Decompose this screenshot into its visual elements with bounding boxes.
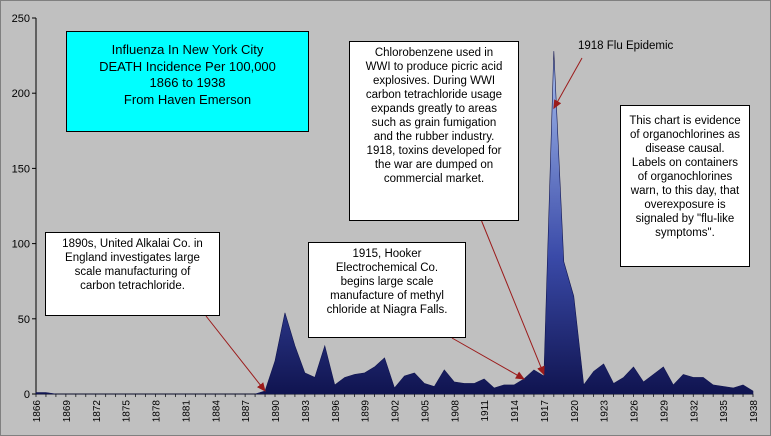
annotation-line: 1918, toxins developed for (366, 145, 502, 157)
annotation-line: Chlorobenzene used in (374, 47, 494, 59)
arrow-1918 (553, 57, 583, 110)
arrow-1915 (451, 337, 525, 380)
label-1918-flu-epidemic: 1918 Flu Epidemic (578, 40, 674, 52)
series-area (35, 51, 754, 395)
annotation-line: commercial market. (383, 173, 485, 185)
y-tick-label: 50 (18, 314, 30, 326)
y-tick-label: 150 (12, 163, 30, 175)
y-axis: 0 50 100 150 200 250 (12, 13, 37, 401)
annotation-line: explosives. During WWI (372, 75, 496, 87)
annotation-chlorobenzene: Chlorobenzene used in WWI to produce pic… (349, 41, 519, 221)
x-tick-label: 1899 (361, 400, 372, 423)
annotation-1915: 1915, Hooker Electrochemical Co. begins … (308, 242, 466, 338)
x-tick-label: 1893 (301, 400, 312, 423)
annotation-line: of organochlorines (637, 171, 733, 183)
x-tick-label: 1929 (659, 400, 670, 423)
annotation-line: chloride at Niagra Falls. (326, 304, 448, 316)
x-tick-label: 1902 (391, 400, 402, 423)
annotation-line: expands greatly to areas (371, 103, 497, 115)
title-line: Influenza In New York City (111, 42, 264, 57)
x-tick-label: 1905 (420, 400, 431, 423)
annotation-line: WWI to produce picric acid (365, 61, 503, 73)
x-tick-label: 1872 (92, 400, 103, 423)
y-tick-label: 100 (12, 239, 30, 251)
annotation-line: Electrochemical Co. (335, 262, 439, 274)
x-tick-label: 1914 (510, 400, 521, 423)
x-tick-label: 1911 (480, 400, 491, 422)
annotation-line: overexposure is (644, 199, 726, 211)
annotation-line: symptoms". (655, 227, 715, 239)
x-tick-label: 1935 (719, 400, 730, 423)
title-line: 1866 to 1938 (149, 75, 226, 90)
annotation-line: England investigates large (65, 252, 200, 264)
annotation-line: 1890s, United Alkalai Co. in (62, 238, 203, 250)
x-tick-label: 1923 (600, 400, 611, 423)
annotation-line: signaled by "flu-like (635, 213, 735, 225)
x-tick-label: 1926 (630, 400, 641, 423)
arrow-chlorobenzene (481, 220, 545, 376)
title-line: DEATH Incidence Per 100,000 (99, 58, 276, 74)
annotation-line: begins large scale (340, 276, 434, 288)
x-tick-label: 1875 (122, 400, 133, 423)
annotation-line: This chart is evidence (629, 115, 741, 127)
x-tick-label: 1890 (271, 400, 282, 423)
x-tick-label: 1896 (331, 400, 342, 423)
annotation-line: scale manufacturing of (74, 266, 191, 278)
annotation-line: manufacture of methyl (330, 290, 444, 302)
y-tick-label: 200 (12, 88, 30, 100)
x-tick-label: 1908 (450, 400, 461, 423)
annotation-evidence: This chart is evidence of organochlorine… (620, 105, 750, 267)
x-tick-label: 1920 (570, 400, 581, 423)
annotation-line: and the rubber industry. (373, 131, 495, 143)
x-tick-label: 1869 (62, 400, 73, 423)
annotation-1890s: 1890s, United Alkalai Co. in England inv… (45, 232, 220, 316)
x-tick-label: 1878 (152, 400, 163, 423)
annotation-line: of organochlorines as (630, 129, 740, 141)
chart-title-box: Influenza In New York City DEATH Inciden… (66, 31, 309, 132)
y-tick-label: 250 (12, 13, 30, 25)
annotation-line: disease causal. (645, 143, 725, 155)
x-tick-label: 1917 (540, 400, 551, 423)
x-tick-label: 1881 (181, 400, 192, 423)
annotation-line: carbon tetrachloride usage (365, 89, 503, 101)
annotation-line: 1915, Hooker (352, 248, 422, 260)
arrow-1890s (205, 315, 266, 392)
annotation-line: warn, to this day, that (630, 185, 740, 197)
annotation-line: carbon tetrachloride. (80, 280, 185, 292)
x-tick-label: 1866 (32, 400, 43, 423)
x-tick-label: 1887 (241, 400, 252, 423)
annotation-line: Labels on containers (631, 157, 739, 169)
x-tick-label: 1932 (689, 400, 700, 423)
annotation-line: such as grain fumigation (371, 117, 497, 129)
title-line: From Haven Emerson (123, 91, 252, 107)
x-tick-label: 1938 (749, 400, 760, 423)
annotation-line: the war are dumped on (374, 159, 494, 171)
series-area-path (35, 51, 754, 395)
y-tick-label: 0 (24, 389, 30, 401)
x-tick-label: 1884 (211, 400, 222, 423)
annotation-arrows (205, 57, 583, 392)
